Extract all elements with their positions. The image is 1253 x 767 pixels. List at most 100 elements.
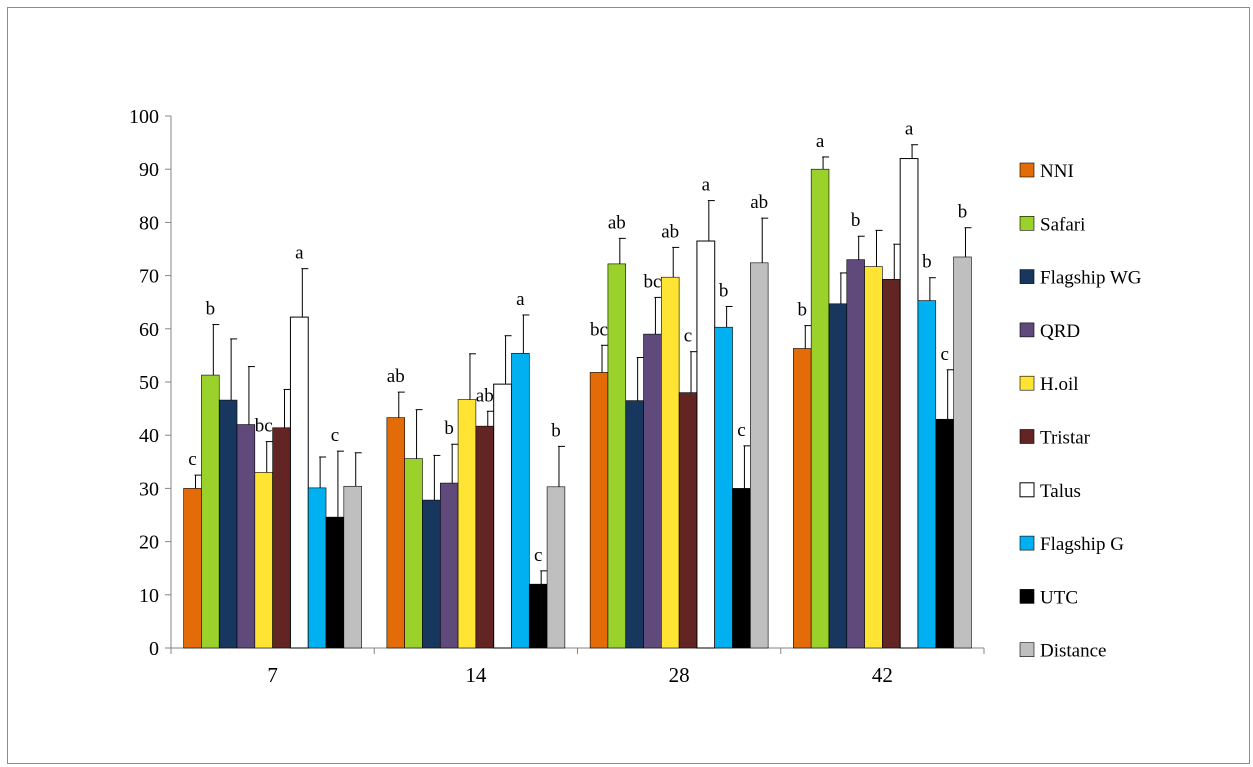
legend-label: Flagship WG <box>1040 268 1142 289</box>
bar <box>439 482 459 649</box>
bar <box>254 472 273 649</box>
x-tick-label: 7 <box>267 663 278 687</box>
y-tick-label: 100 <box>129 106 159 128</box>
legend-swatch <box>1019 589 1035 604</box>
bar <box>917 300 937 649</box>
legend-swatch <box>1019 216 1035 231</box>
significance-label: b <box>958 202 968 223</box>
significance-label: c <box>534 545 542 566</box>
bar <box>607 263 627 649</box>
bars <box>183 158 972 649</box>
bar <box>475 425 494 649</box>
significance-label: a <box>295 243 304 264</box>
bar <box>289 316 309 649</box>
significance-label: b <box>851 210 861 231</box>
significance-label: a <box>702 175 711 196</box>
significance-label: c <box>331 425 339 446</box>
bar <box>661 276 680 649</box>
y-tick-label: 10 <box>139 585 159 607</box>
y-tick-label: 40 <box>139 425 159 447</box>
significance-label: ab <box>608 212 626 233</box>
significance-label: b <box>444 418 454 439</box>
legend-label: Distance <box>1040 641 1106 662</box>
legend-swatch <box>1019 535 1035 551</box>
significance-label: b <box>798 300 808 321</box>
legend-label: Flagship G <box>1040 534 1124 555</box>
x-tick-label: 42 <box>872 663 893 687</box>
significance-label: c <box>684 326 692 347</box>
bar <box>810 168 830 649</box>
y-tick-label: 30 <box>139 478 159 500</box>
significance-label: c <box>940 344 948 365</box>
significance-label: a <box>905 119 914 140</box>
significance-label: bc <box>643 271 661 292</box>
bar <box>899 158 919 649</box>
bar <box>307 487 327 649</box>
error-bars <box>194 144 972 585</box>
bar <box>678 392 698 649</box>
significance-label: bc <box>590 319 608 340</box>
legend-label: Tristar <box>1040 428 1091 449</box>
significance-label: b <box>551 420 561 441</box>
bar <box>714 326 733 649</box>
legend-label: UTC <box>1040 587 1078 608</box>
bar <box>793 348 812 649</box>
bar <box>953 256 972 649</box>
bar <box>546 486 566 649</box>
legend: NNI Safari Flagship WG QRD H.oil Tristar Talus… <box>1019 161 1142 662</box>
bar <box>493 383 512 649</box>
legend-label: Talus <box>1040 481 1081 502</box>
bar <box>882 279 901 649</box>
bar <box>272 427 291 649</box>
bar <box>236 424 256 649</box>
legend-swatch <box>1019 322 1035 338</box>
legend-label: QRD <box>1040 321 1080 342</box>
significance-label: ab <box>476 385 494 406</box>
y-tick-label: 60 <box>139 319 159 341</box>
bar <box>511 352 530 649</box>
y-tick-label: 90 <box>139 159 159 181</box>
bar <box>404 458 423 649</box>
significance-label: b <box>719 280 729 301</box>
significance-label: c <box>188 449 196 470</box>
y-tick-label: 80 <box>139 212 159 234</box>
legend-label: Safari <box>1040 214 1085 235</box>
significance-label: b <box>206 299 216 320</box>
bar <box>750 262 769 649</box>
significance-label: ab <box>387 366 405 387</box>
significance-label: a <box>816 131 825 152</box>
legend-swatch <box>1019 269 1035 284</box>
significance-label: ab <box>661 221 679 242</box>
bar <box>218 399 238 649</box>
bar <box>828 303 848 649</box>
bar <box>864 266 883 649</box>
bar <box>732 488 751 649</box>
bar <box>643 333 662 649</box>
x-tick-label: 28 <box>669 663 690 687</box>
legend-swatch <box>1019 162 1035 178</box>
legend-swatch <box>1019 375 1035 391</box>
significance-label: ab <box>750 192 768 213</box>
bar <box>846 259 865 649</box>
legend-swatch <box>1019 429 1035 444</box>
bar <box>183 488 202 649</box>
bar <box>325 516 345 649</box>
bar <box>528 583 548 649</box>
significance-label: b <box>922 252 932 273</box>
bar <box>457 399 477 649</box>
bar <box>201 374 220 649</box>
bar <box>625 400 644 649</box>
legend-swatch <box>1019 642 1035 658</box>
x-tick-label: 14 <box>465 663 487 687</box>
bar <box>589 372 609 649</box>
y-tick-label: 0 <box>149 638 159 660</box>
legend-swatch <box>1019 482 1035 498</box>
legend-label: H.oil <box>1040 374 1079 395</box>
bar <box>343 485 362 649</box>
significance-label: c <box>737 420 745 441</box>
y-tick-label: 70 <box>139 266 159 288</box>
bar <box>422 499 441 649</box>
bar <box>386 417 405 649</box>
